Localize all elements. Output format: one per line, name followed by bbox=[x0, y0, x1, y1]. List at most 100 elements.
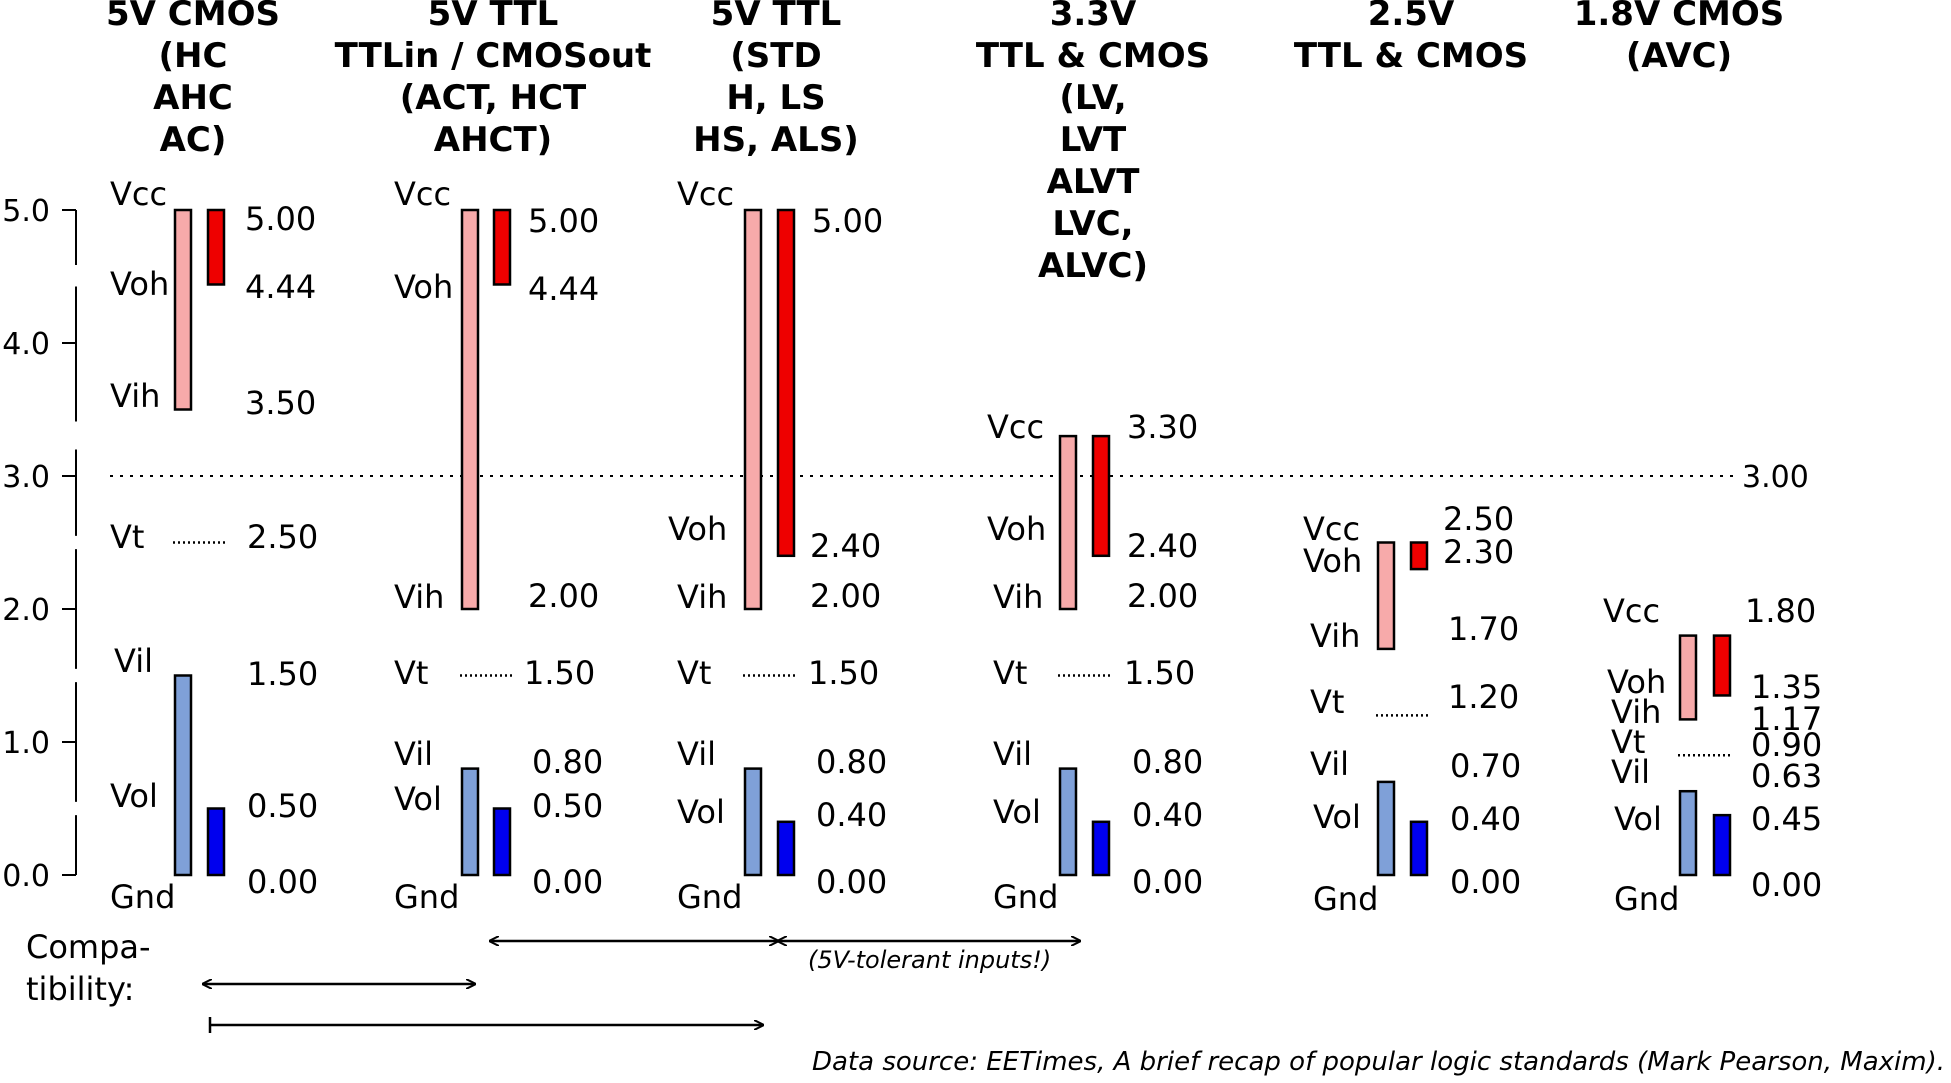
level-name-vol: Vol bbox=[1614, 800, 1662, 838]
level-name-voh: Voh bbox=[1607, 663, 1666, 701]
input-low-range-bar bbox=[743, 767, 763, 877]
tolerant-inputs-note: (5V-tolerant inputs!) bbox=[808, 946, 1051, 974]
logic-family: 1.8V CMOS(AVC) Vcc 1.80 Voh 1.35 Vih 1.17 Vt 0.9… bbox=[1574, 0, 1823, 918]
input-high-range-bar bbox=[743, 208, 763, 611]
input-high-range-bar bbox=[1058, 434, 1078, 611]
level-value-voh: 2.40 bbox=[810, 527, 881, 565]
level-value-vil: 0.63 bbox=[1751, 757, 1822, 795]
level-name-vih: Vih bbox=[993, 578, 1043, 616]
level-name-vih: Vih bbox=[394, 578, 444, 616]
input-high-range-bar bbox=[173, 208, 193, 411]
input-low-range-bar bbox=[1678, 789, 1698, 877]
level-value-gnd: 0.00 bbox=[816, 863, 887, 901]
level-name-vcc: Vcc bbox=[110, 175, 167, 213]
family-title-line: AC) bbox=[160, 120, 227, 160]
level-value-vt: 1.50 bbox=[524, 654, 595, 692]
level-name-vt: Vt bbox=[677, 654, 711, 692]
level-value-voh: 4.44 bbox=[245, 268, 316, 306]
level-name-gnd: Gnd bbox=[394, 878, 459, 916]
output-low-range-bar bbox=[1712, 813, 1732, 877]
input-low-range-bar bbox=[460, 767, 480, 877]
level-name-voh: Voh bbox=[394, 268, 453, 306]
level-name-vil: Vil bbox=[114, 642, 153, 680]
family-title-line: 3.3V bbox=[1050, 0, 1137, 34]
voltage-axis: 0.0 1.0 2.0 3.0 4.0 5.0 bbox=[2, 194, 77, 894]
family-title-line: LVC, bbox=[1052, 204, 1133, 244]
level-name-gnd: Gnd bbox=[1313, 880, 1378, 918]
family-title-line: (ACT, HCT bbox=[400, 78, 587, 118]
level-value-vil: 0.80 bbox=[532, 743, 603, 781]
family-title-line: (STD bbox=[730, 36, 821, 76]
level-name-vt: Vt bbox=[1611, 723, 1645, 761]
axis-tick-label: 4.0 bbox=[2, 327, 50, 362]
level-value-vcc: 2.50 bbox=[1443, 500, 1514, 538]
reference-3v-label: 3.00 bbox=[1742, 460, 1809, 495]
axis-tick-label: 3.0 bbox=[2, 460, 50, 495]
level-name-voh: Voh bbox=[668, 510, 727, 548]
compatibility-label-line: Compa- bbox=[26, 928, 151, 966]
compatibility-label-line: tibility: bbox=[26, 970, 134, 1008]
output-high-range-bar bbox=[1409, 541, 1429, 571]
output-high-range-bar bbox=[1091, 434, 1111, 558]
level-value-vih: 2.00 bbox=[528, 577, 599, 615]
level-value-gnd: 0.00 bbox=[532, 863, 603, 901]
output-high-range-bar bbox=[776, 208, 796, 558]
level-value-vih: 1.17 bbox=[1751, 700, 1822, 738]
family-title-line: TTL & CMOS bbox=[1294, 36, 1528, 76]
level-name-vcc: Vcc bbox=[1303, 510, 1360, 548]
level-value-vt: 1.20 bbox=[1448, 678, 1519, 716]
family-title-line: AHC bbox=[153, 78, 233, 118]
level-value-vol: 0.40 bbox=[816, 796, 887, 834]
level-name-vih: Vih bbox=[677, 578, 727, 616]
level-name-gnd: Gnd bbox=[677, 878, 742, 916]
level-value-voh: 2.40 bbox=[1127, 527, 1198, 565]
level-name-vcc: Vcc bbox=[394, 175, 451, 213]
level-name-vil: Vil bbox=[993, 735, 1032, 773]
level-name-vt: Vt bbox=[993, 654, 1027, 692]
level-name-vol: Vol bbox=[1313, 798, 1361, 836]
level-name-vcc: Vcc bbox=[677, 175, 734, 213]
level-value-voh: 2.30 bbox=[1443, 533, 1514, 571]
level-value-vil: 0.70 bbox=[1450, 747, 1521, 785]
input-low-range-bar bbox=[173, 674, 193, 877]
level-name-vol: Vol bbox=[394, 780, 442, 818]
data-source-caption: Data source: EETimes, A brief recap of p… bbox=[812, 1047, 1945, 1077]
level-value-vih: 3.50 bbox=[245, 384, 316, 422]
output-high-range-bar bbox=[492, 208, 512, 286]
output-low-range-bar bbox=[206, 807, 226, 877]
family-title-line: 1.8V CMOS bbox=[1574, 0, 1785, 34]
family-title-line: 5V CMOS bbox=[106, 0, 280, 34]
axis-tick-label: 5.0 bbox=[2, 194, 50, 229]
level-name-vil: Vil bbox=[677, 735, 716, 773]
level-value-gnd: 0.00 bbox=[1132, 863, 1203, 901]
level-value-vol: 0.40 bbox=[1132, 796, 1203, 834]
level-name-vt: Vt bbox=[1310, 683, 1344, 721]
level-value-vt: 0.90 bbox=[1751, 726, 1822, 764]
output-low-range-bar bbox=[1409, 820, 1429, 877]
level-value-vol: 0.50 bbox=[532, 787, 603, 825]
level-name-vt: Vt bbox=[394, 654, 428, 692]
family-title-line: TTLin / CMOSout bbox=[335, 36, 652, 76]
level-value-vt: 2.50 bbox=[247, 518, 318, 556]
family-title-line: 5V TTL bbox=[428, 0, 559, 34]
level-name-vil: Vil bbox=[1611, 753, 1650, 791]
compatibility-section: Compa-tibility: (5V-tolerant inputs!) bbox=[26, 928, 1080, 1033]
level-value-gnd: 0.00 bbox=[1751, 866, 1822, 904]
level-name-vih: Vih bbox=[110, 377, 160, 415]
family-title-line: (HC bbox=[159, 36, 228, 76]
level-value-vil: 0.80 bbox=[816, 743, 887, 781]
level-name-vt: Vt bbox=[110, 518, 144, 556]
level-name-vol: Vol bbox=[110, 777, 158, 815]
level-name-gnd: Gnd bbox=[1614, 880, 1679, 918]
level-value-vcc: 1.80 bbox=[1745, 592, 1816, 630]
input-low-range-bar bbox=[1058, 767, 1078, 877]
output-low-range-bar bbox=[492, 807, 512, 877]
level-name-voh: Voh bbox=[110, 265, 169, 303]
family-title-line: AHCT) bbox=[434, 120, 552, 160]
